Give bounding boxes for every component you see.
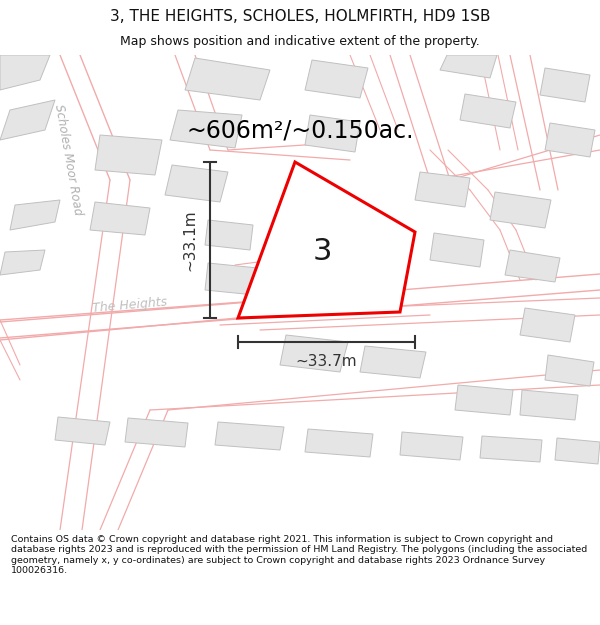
Polygon shape xyxy=(10,200,60,230)
Polygon shape xyxy=(540,68,590,102)
Polygon shape xyxy=(520,308,575,342)
Polygon shape xyxy=(360,346,426,378)
Text: Map shows position and indicative extent of the property.: Map shows position and indicative extent… xyxy=(120,35,480,48)
Polygon shape xyxy=(215,422,284,450)
Text: Contains OS data © Crown copyright and database right 2021. This information is : Contains OS data © Crown copyright and d… xyxy=(11,535,587,575)
Polygon shape xyxy=(0,55,50,90)
Polygon shape xyxy=(0,250,45,275)
Polygon shape xyxy=(305,60,368,98)
Polygon shape xyxy=(0,100,55,140)
Text: 3: 3 xyxy=(312,236,332,266)
Polygon shape xyxy=(205,220,253,250)
Polygon shape xyxy=(415,172,470,207)
Polygon shape xyxy=(455,385,513,415)
Polygon shape xyxy=(95,135,162,175)
Polygon shape xyxy=(460,94,516,128)
Polygon shape xyxy=(505,250,560,282)
Polygon shape xyxy=(520,390,578,420)
Polygon shape xyxy=(280,335,348,372)
Polygon shape xyxy=(490,192,551,228)
Polygon shape xyxy=(90,202,150,235)
Polygon shape xyxy=(400,432,463,460)
Polygon shape xyxy=(480,436,542,462)
Text: The Heights: The Heights xyxy=(92,295,168,315)
Polygon shape xyxy=(305,115,360,152)
Polygon shape xyxy=(55,417,110,445)
Polygon shape xyxy=(555,438,600,464)
Polygon shape xyxy=(545,123,595,157)
Polygon shape xyxy=(185,58,270,100)
Polygon shape xyxy=(430,233,484,267)
Text: ~33.7m: ~33.7m xyxy=(296,354,358,369)
Text: ~33.1m: ~33.1m xyxy=(182,209,197,271)
Polygon shape xyxy=(170,110,242,148)
Polygon shape xyxy=(205,263,258,295)
Polygon shape xyxy=(125,418,188,447)
Polygon shape xyxy=(165,165,228,202)
Text: Scholes Moor Road: Scholes Moor Road xyxy=(52,104,84,216)
Polygon shape xyxy=(440,55,497,78)
Polygon shape xyxy=(305,429,373,457)
Text: The Heights: The Heights xyxy=(302,294,378,311)
Text: 3, THE HEIGHTS, SCHOLES, HOLMFIRTH, HD9 1SB: 3, THE HEIGHTS, SCHOLES, HOLMFIRTH, HD9 … xyxy=(110,9,490,24)
Polygon shape xyxy=(545,355,594,386)
Polygon shape xyxy=(238,162,415,318)
Text: ~606m²/~0.150ac.: ~606m²/~0.150ac. xyxy=(186,118,414,142)
